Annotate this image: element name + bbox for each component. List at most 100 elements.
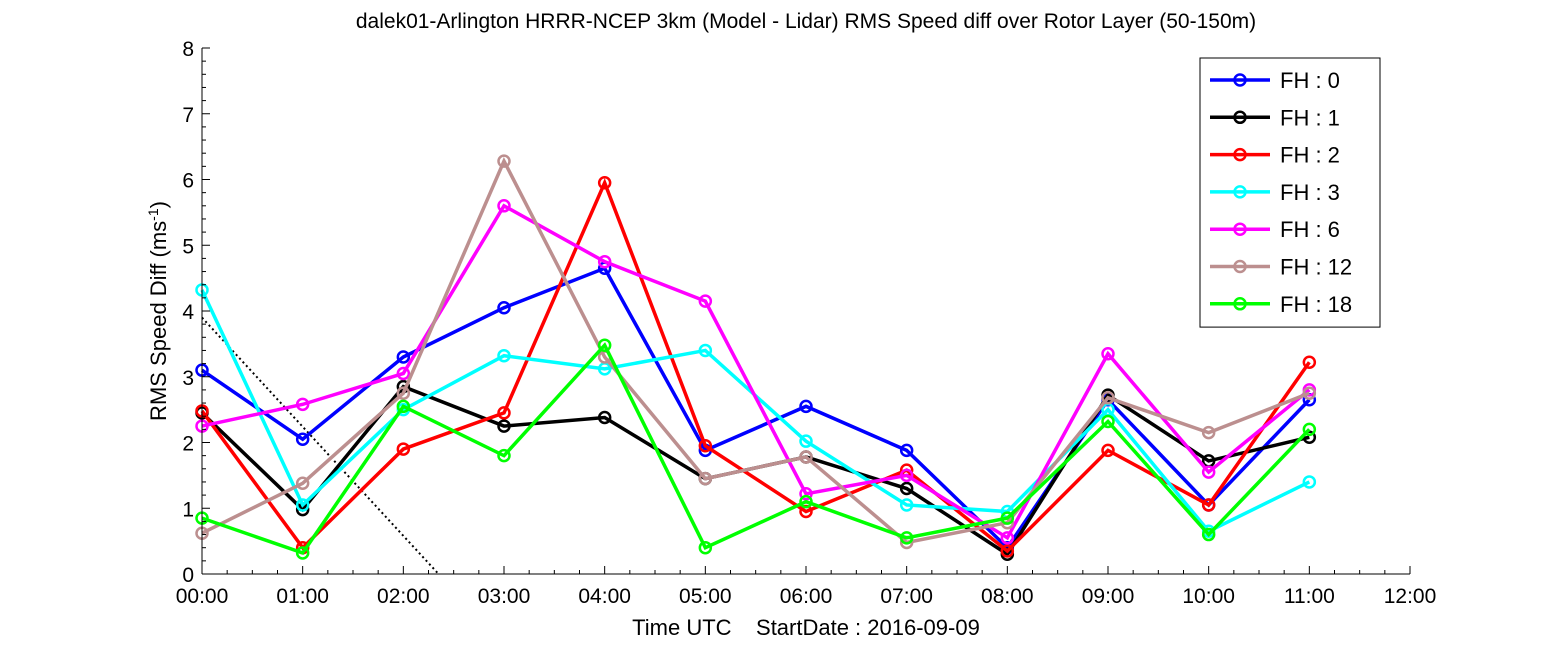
- legend-swatch-marker: [1233, 297, 1247, 311]
- data-point: [597, 254, 612, 269]
- x-tick-label: 00:00: [176, 585, 229, 608]
- data-point: [597, 410, 612, 425]
- data-point: [899, 443, 914, 458]
- legend-swatch-marker: [1233, 259, 1247, 274]
- legend-item-2: FH : 2: [1210, 143, 1340, 168]
- data-point: [396, 442, 411, 456]
- series-5: [195, 154, 1317, 550]
- legend-label: FH : 0: [1280, 68, 1340, 93]
- data-point: [698, 540, 713, 555]
- series-6: [195, 338, 1317, 560]
- y-tick-label: 5: [182, 235, 194, 258]
- data-point: [295, 476, 310, 491]
- data-point: [899, 531, 914, 545]
- legend-label: FH : 2: [1280, 143, 1340, 168]
- data-point: [497, 419, 511, 433]
- data-point: [899, 498, 914, 512]
- data-point: [1302, 355, 1317, 370]
- data-point: [799, 494, 813, 509]
- y-tick-label: 3: [182, 367, 194, 390]
- x-tick-label: 01:00: [276, 585, 329, 608]
- reference-line-layer: [201, 316, 440, 575]
- axes-layer: 00:00 01:00 02:00 03:00 04:00 05:00 06:00 07:00…: [176, 38, 1437, 608]
- series-line: [201, 157, 1310, 545]
- legend-label: FH : 3: [1280, 180, 1340, 205]
- data-point: [497, 348, 511, 363]
- legend-swatch-marker: [1233, 73, 1247, 87]
- data-point: [899, 481, 914, 496]
- data-point: [1000, 531, 1015, 545]
- legend-swatch-marker: [1233, 147, 1247, 162]
- data-point: [1101, 346, 1115, 361]
- x-tick-label: 12:00: [1384, 585, 1437, 608]
- legend-swatch-marker: [1233, 222, 1247, 236]
- x-tick-label: 08:00: [981, 585, 1034, 608]
- data-point: [1101, 414, 1115, 429]
- data-point: [396, 386, 411, 400]
- data-point: [899, 468, 914, 483]
- data-point: [799, 399, 813, 414]
- data-point: [497, 154, 511, 168]
- y-axis-label-end: ): [146, 201, 171, 208]
- legend-swatch-marker: [1233, 185, 1247, 199]
- x-tick-label: 02:00: [377, 585, 430, 608]
- data-point: [497, 199, 511, 213]
- x-tick-label: 11:00: [1284, 585, 1335, 608]
- x-tick-label: 10:00: [1182, 585, 1235, 608]
- x-tick-label: 09:00: [1082, 585, 1135, 608]
- data-point: [295, 498, 310, 512]
- data-point: [497, 448, 511, 463]
- x-tick-label: 07:00: [880, 585, 933, 608]
- legend-item-1: FH : 1: [1210, 105, 1340, 130]
- data-point: [1302, 422, 1317, 437]
- y-tick-label: 1: [182, 498, 194, 521]
- legend-item-3: FH : 3: [1210, 180, 1340, 205]
- legend-item-6: FH : 18: [1210, 292, 1352, 317]
- data-point: [698, 294, 713, 308]
- chart-title: dalek01-Arlington HRRR-NCEP 3km (Model -…: [356, 10, 1256, 33]
- data-point: [698, 439, 713, 453]
- y-tick-label: 0: [182, 564, 194, 587]
- data-point: [698, 471, 713, 486]
- data-point: [497, 406, 511, 420]
- series-layer: [195, 154, 1317, 562]
- data-point: [1302, 386, 1317, 400]
- data-point: [295, 546, 310, 560]
- data-point: [1201, 498, 1216, 512]
- data-point: [396, 366, 411, 381]
- data-point: [396, 350, 411, 364]
- x-tick-label: 03:00: [478, 585, 531, 608]
- x-tick-label: 05:00: [679, 585, 732, 608]
- data-point: [597, 176, 612, 190]
- data-point: [698, 343, 713, 358]
- data-point: [1201, 425, 1216, 440]
- reference-dotted-line: [201, 316, 440, 575]
- y-tick-label: 8: [182, 38, 194, 61]
- legend-label: FH : 6: [1280, 217, 1340, 242]
- y-tick-label: 4: [182, 301, 194, 324]
- legend-label: FH : 1: [1280, 105, 1340, 130]
- y-tick-label: 7: [182, 104, 194, 127]
- y-axis-label-main: RMS Speed Diff (ms: [146, 221, 171, 421]
- data-point: [1201, 465, 1216, 479]
- y-tick-label: 2: [182, 433, 194, 456]
- y-axis-label-sup: -1: [145, 208, 161, 221]
- data-point: [295, 432, 310, 446]
- series-line: [201, 203, 1311, 541]
- data-point: [799, 450, 813, 464]
- data-point: [1000, 544, 1015, 558]
- data-point: [1302, 475, 1317, 489]
- legend-item-5: FH : 12: [1210, 255, 1352, 280]
- y-tick-label: 6: [182, 170, 194, 193]
- series-line: [201, 342, 1311, 556]
- x-tick-label: 06:00: [780, 585, 833, 608]
- data-point: [1101, 443, 1115, 458]
- data-point: [597, 338, 612, 352]
- data-point: [396, 399, 411, 414]
- x-tick-label: 04:00: [578, 585, 631, 608]
- data-point: [799, 434, 813, 448]
- data-point: [799, 487, 813, 501]
- legend-label: FH : 12: [1280, 255, 1352, 280]
- data-point: [1000, 511, 1015, 525]
